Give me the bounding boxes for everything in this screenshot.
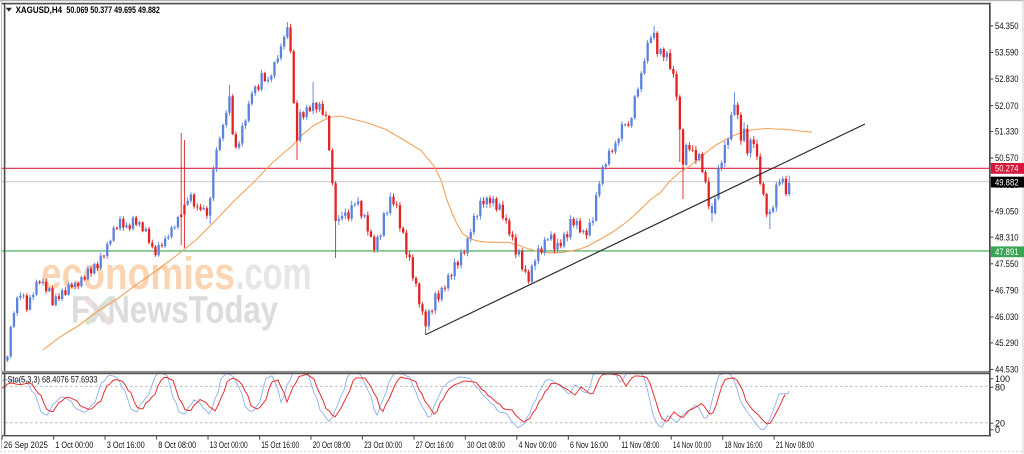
svg-text:50.069 50.377 49.695 49.882: 50.069 50.377 49.695 49.882 bbox=[66, 5, 159, 16]
svg-text:49.050: 49.050 bbox=[995, 206, 1019, 216]
svg-text:1 Oct 00:00: 1 Oct 00:00 bbox=[55, 440, 93, 450]
svg-text:15 Oct 16:00: 15 Oct 16:00 bbox=[261, 440, 299, 450]
svg-text:13 Oct 00:00: 13 Oct 00:00 bbox=[210, 440, 248, 450]
svg-text:economies: economies bbox=[41, 248, 235, 299]
svg-text:20 Oct 08:00: 20 Oct 08:00 bbox=[313, 440, 351, 450]
svg-text:11 Nov 08:00: 11 Nov 08:00 bbox=[621, 440, 659, 450]
svg-text:30 Oct 08:00: 30 Oct 08:00 bbox=[467, 440, 505, 450]
svg-text:.com: .com bbox=[236, 248, 312, 299]
svg-text:54.350: 54.350 bbox=[995, 21, 1019, 31]
svg-text:0: 0 bbox=[995, 425, 1000, 435]
svg-text:44.530: 44.530 bbox=[995, 365, 1019, 375]
svg-text:27 Oct 16:00: 27 Oct 16:00 bbox=[416, 440, 454, 450]
svg-text:46.790: 46.790 bbox=[995, 286, 1019, 296]
svg-text:52.070: 52.070 bbox=[995, 101, 1019, 111]
svg-text:XAGUSD,H4: XAGUSD,H4 bbox=[16, 5, 63, 16]
svg-text:47.550: 47.550 bbox=[995, 259, 1019, 269]
svg-text:4 Nov 00:00: 4 Nov 00:00 bbox=[519, 440, 557, 450]
svg-text:Sto(5,3,3) 68.4076 57.6933: Sto(5,3,3) 68.4076 57.6933 bbox=[8, 375, 98, 385]
svg-text:49.882: 49.882 bbox=[995, 177, 1019, 187]
svg-text:100: 100 bbox=[995, 374, 1010, 384]
svg-text:FxNewsToday: FxNewsToday bbox=[71, 289, 278, 331]
svg-text:51.330: 51.330 bbox=[995, 127, 1019, 137]
svg-text:6 Nov 16:00: 6 Nov 16:00 bbox=[570, 440, 608, 450]
svg-text:23 Oct 00:00: 23 Oct 00:00 bbox=[364, 440, 402, 450]
svg-text:46.030: 46.030 bbox=[995, 312, 1019, 322]
svg-text:26 Sep 2025: 26 Sep 2025 bbox=[4, 440, 48, 450]
svg-text:18 Nov 16:00: 18 Nov 16:00 bbox=[724, 440, 762, 450]
svg-text:52.830: 52.830 bbox=[995, 74, 1019, 84]
svg-text:50.570: 50.570 bbox=[995, 153, 1019, 163]
svg-text:21 Nov 08:00: 21 Nov 08:00 bbox=[776, 440, 814, 450]
svg-text:80: 80 bbox=[995, 382, 1005, 392]
svg-text:45.290: 45.290 bbox=[995, 338, 1019, 348]
svg-text:53.590: 53.590 bbox=[995, 48, 1019, 58]
svg-text:3 Oct 16:00: 3 Oct 16:00 bbox=[107, 440, 145, 450]
svg-text:14 Nov 00:00: 14 Nov 00:00 bbox=[673, 440, 711, 450]
svg-text:48.310: 48.310 bbox=[995, 232, 1019, 242]
svg-text:8 Oct 08:00: 8 Oct 08:00 bbox=[158, 440, 196, 450]
svg-text:20: 20 bbox=[995, 418, 1005, 428]
svg-text:50.274: 50.274 bbox=[995, 164, 1019, 174]
svg-text:47.891: 47.891 bbox=[995, 247, 1019, 257]
